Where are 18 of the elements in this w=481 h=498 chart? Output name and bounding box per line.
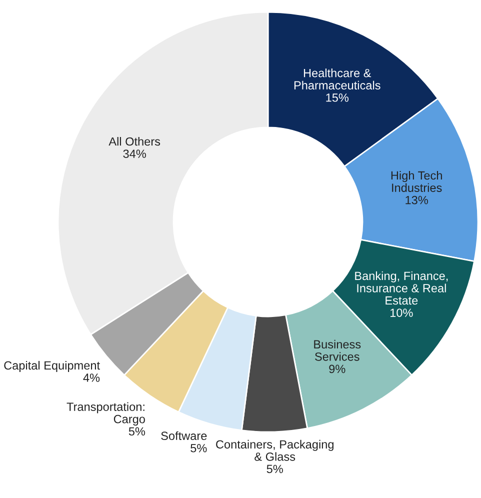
data-label: 34% (123, 150, 146, 158)
slice-label: Business Services (314, 340, 361, 361)
slice-label: Capital Equipment (4, 360, 100, 372)
slice-label: All Others (108, 137, 160, 146)
data-label: 5% (190, 444, 207, 452)
data-label: 9% (329, 364, 346, 374)
data-label: 4% (83, 374, 100, 382)
slice-label: Healthcare & Pharmaceuticals (294, 68, 380, 90)
data-label: 5% (128, 427, 146, 436)
data-label: 13% (406, 196, 428, 204)
slice-label: Banking, Finance, Insurance & Real Estate (355, 271, 448, 305)
slice-label: Containers, Packaging & Glass (216, 440, 334, 461)
data-label: 10% (390, 308, 413, 317)
slice-label: Software (161, 431, 207, 440)
slice-label: Transportation: Cargo (66, 402, 145, 426)
data-label: 15% (326, 93, 349, 102)
slice-label: High Tech Industries (391, 170, 442, 192)
data-label: 5% (266, 464, 283, 474)
